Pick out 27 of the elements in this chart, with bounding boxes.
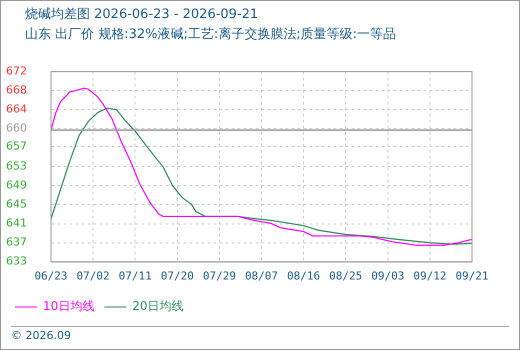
y-tick-label: 645	[6, 198, 27, 211]
x-tick-label: 06/23	[34, 269, 68, 282]
text: © 2026.09	[11, 326, 509, 342]
y-tick-label: 672	[6, 64, 27, 78]
y-tick-label: 633	[6, 254, 27, 268]
x-tick-label: 07/11	[118, 269, 152, 282]
y-tick-label: 649	[6, 178, 27, 192]
x-tick-label: 08/07	[244, 269, 278, 282]
chart-title: 烧碱均差图 2026-06-23 - 2026-09-21	[25, 6, 258, 23]
x-tick-label: 09/12	[413, 269, 446, 282]
legend-label: 20日均线	[132, 299, 184, 314]
y-tick-label: 668	[6, 83, 27, 96]
y-tick-label: 660	[6, 122, 27, 135]
x-tick-label: 09/03	[371, 269, 404, 282]
y-tick-label: 657	[6, 140, 27, 153]
y-tick-label: 641	[6, 216, 27, 230]
chart-subtitle: 山东 出厂价 规格:32%液碱;工艺:离子交换膜法;质量等级:一等品	[25, 26, 396, 43]
y-tick-label: 653	[6, 160, 27, 173]
y-tick-label: 637	[6, 236, 27, 249]
x-tick-label: 09/21	[455, 269, 489, 282]
x-tick-label: 08/16	[287, 269, 320, 282]
x-tick-label: 08/25	[329, 269, 362, 282]
x-tick-label: 07/02	[76, 269, 110, 282]
x-tick-label: 07/29	[202, 269, 236, 282]
legend-label: 10日均线	[43, 299, 94, 314]
y-tick-label: 664	[6, 102, 27, 116]
x-tick-label: 07/20	[160, 269, 194, 282]
